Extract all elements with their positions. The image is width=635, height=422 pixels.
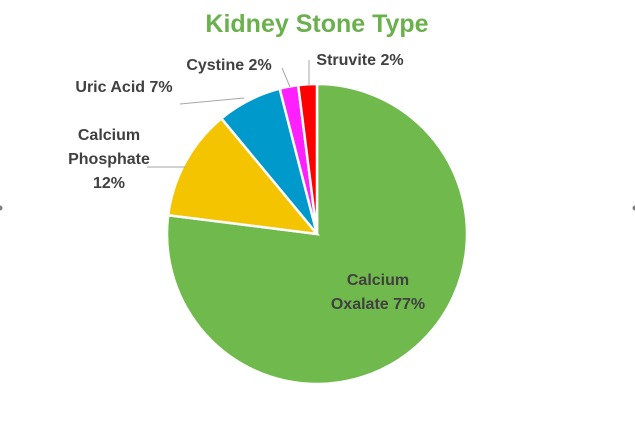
data-label-cystine: Cystine 2% (186, 57, 271, 74)
data-label-line: 12% (93, 175, 125, 192)
data-label-uric-acid: Uric Acid 7% (75, 79, 172, 96)
data-label-line: Phosphate (68, 151, 150, 168)
leader-line-uric-acid (180, 98, 244, 104)
data-label-calcium-phosphate: Calcium Phosphate 12% (68, 127, 150, 192)
data-label-line: Oxalate 77% (331, 296, 425, 313)
data-label-line: Struvite 2% (316, 52, 403, 69)
data-label-line: Calcium (78, 127, 140, 144)
leader-line-cystine (282, 68, 290, 87)
data-label-struvite: Struvite 2% (316, 52, 403, 69)
chart-title: Kidney Stone Type (205, 10, 428, 38)
data-label-line: Uric Acid 7% (75, 79, 172, 96)
data-label-line: Calcium (347, 272, 409, 289)
left-edge-handle[interactable] (0, 206, 3, 211)
data-label-line: Cystine 2% (186, 57, 271, 74)
slices-layer (167, 84, 467, 384)
